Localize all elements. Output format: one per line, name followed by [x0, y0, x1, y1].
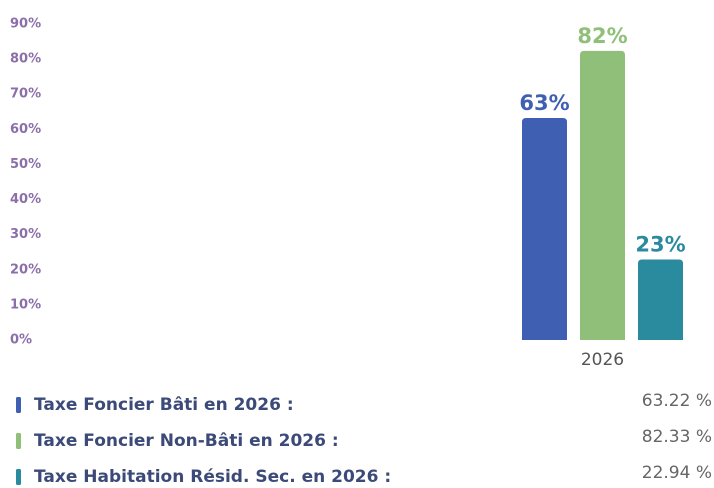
- y-tick-label: 40%: [10, 192, 41, 207]
- y-tick-label: 60%: [10, 122, 41, 137]
- legend-value: 63.22 %: [642, 391, 712, 411]
- bar: [638, 259, 683, 340]
- bar: [580, 50, 625, 340]
- y-tick-label: 90%: [10, 17, 41, 32]
- y-tick-label: 0%: [10, 333, 32, 348]
- legend-swatch: [16, 469, 21, 485]
- y-tick-label: 30%: [10, 227, 41, 242]
- legend-swatch: [16, 397, 21, 413]
- data-label: 63%: [519, 91, 569, 115]
- data-label: 23%: [635, 232, 685, 256]
- bar: [522, 118, 567, 340]
- legend-label: Taxe Foncier Non-Bâti en 2026 :: [34, 431, 339, 451]
- data-label: 82%: [577, 24, 627, 48]
- y-tick-label: 80%: [10, 52, 41, 67]
- legend-label: Taxe Foncier Bâti en 2026 :: [34, 395, 294, 415]
- x-tick-label: 2026: [581, 350, 624, 370]
- legend-value: 22.94 %: [642, 463, 712, 483]
- legend-value: 82.33 %: [642, 427, 712, 447]
- y-tick-label: 50%: [10, 157, 41, 172]
- y-tick-label: 70%: [10, 87, 41, 102]
- legend-swatch: [16, 433, 21, 449]
- y-tick-label: 10%: [10, 297, 41, 312]
- legend-label: Taxe Habitation Résid. Sec. en 2026 :: [34, 467, 391, 487]
- y-tick-label: 20%: [10, 262, 41, 277]
